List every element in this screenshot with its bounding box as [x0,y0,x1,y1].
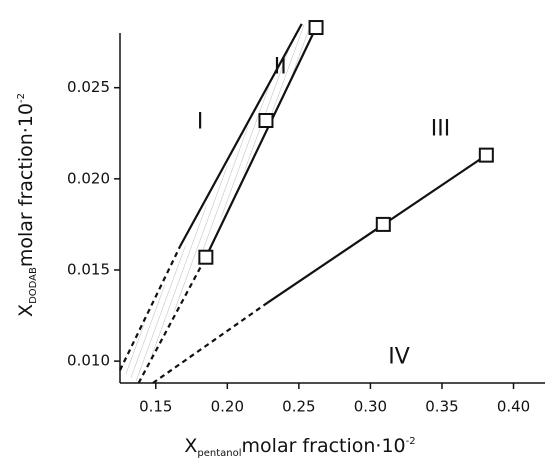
data-point [198,249,214,265]
boundary-dashed [137,256,207,384]
y-label-main: X [15,304,37,317]
x-label-sub: pentanol [197,448,241,459]
y-label-sub: DODAB [28,267,39,304]
y-axis-label: XDODABmolar fraction·10-2 [15,93,39,317]
x-tick-label: 0.30 [354,398,387,416]
data-point [308,20,324,36]
x-tick-label: 0.15 [139,398,172,416]
y-label-rest: molar fraction·10 [15,103,37,267]
x-tick-label: 0.35 [425,398,458,416]
y-tick-label: 0.020 [67,169,110,187]
data-point [375,216,391,232]
region-label: I [197,109,204,134]
x-axis-label: Xpentanolmolar fraction·10-2 [184,435,415,459]
x-tick-label: 0.25 [282,398,315,416]
x-label-sup: -2 [406,436,416,447]
y-label-sup: -2 [16,93,27,103]
region-label: IV [388,344,410,369]
y-tick-label: 0.015 [67,260,110,278]
data-point [258,113,274,128]
boundary-solid [179,23,303,247]
data-point [478,147,494,163]
boundary-solid [204,27,318,258]
x-label-rest: molar fraction·10 [242,435,406,457]
boundary-dashed [119,245,182,371]
x-label-main: X [184,435,197,457]
region-label: II [274,55,287,80]
x-tick-label: 0.20 [211,398,244,416]
region-label: III [431,117,450,142]
y-tick-label: 0.010 [67,352,110,370]
x-tick-label: 0.40 [497,398,530,416]
y-tick-label: 0.025 [67,78,110,96]
